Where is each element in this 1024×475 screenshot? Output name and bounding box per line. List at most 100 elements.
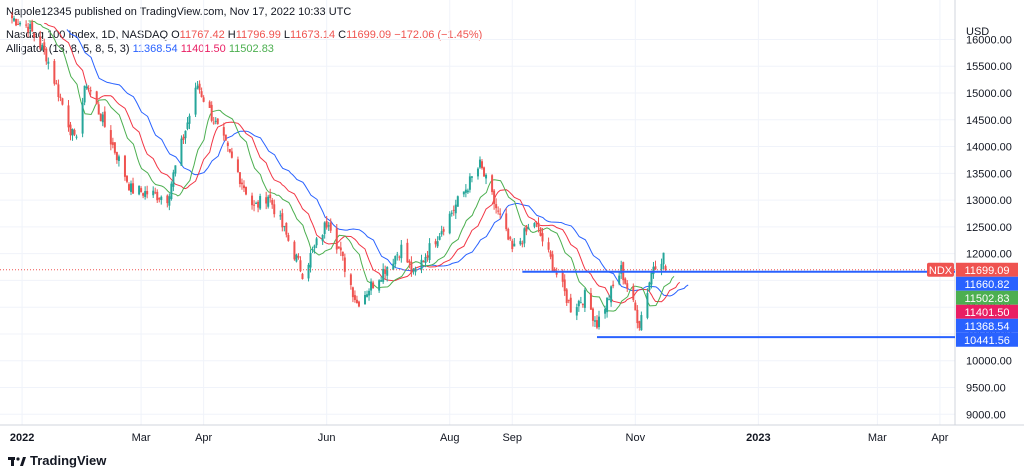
candle-body — [216, 118, 219, 124]
candle-body — [593, 320, 596, 322]
candle — [273, 199, 276, 218]
candle — [311, 246, 314, 254]
candle-body — [341, 251, 344, 257]
candle-body — [509, 237, 512, 239]
candle-body — [111, 142, 114, 145]
candle-body — [55, 83, 58, 85]
close-label: C — [338, 29, 347, 41]
candle-body — [499, 213, 502, 215]
candle — [581, 303, 584, 308]
candle — [55, 79, 58, 85]
candle-body — [384, 269, 387, 274]
candle — [565, 288, 568, 306]
candle — [323, 221, 326, 239]
candle-body — [327, 225, 330, 227]
candle — [428, 238, 431, 263]
candle — [523, 227, 526, 248]
candle — [283, 225, 286, 232]
candle — [624, 277, 627, 285]
candle-body — [563, 279, 566, 292]
candle — [575, 303, 578, 321]
candle — [456, 195, 459, 207]
candle — [31, 19, 34, 32]
candle-body — [422, 261, 425, 263]
candle — [279, 210, 282, 220]
candle-body — [144, 191, 147, 197]
candle-body — [57, 84, 60, 97]
candle — [146, 185, 149, 199]
y-tick-label: 12000.00 — [966, 249, 1012, 261]
candle-body — [410, 261, 413, 273]
candle-body — [39, 36, 42, 49]
low-value: 11673.14 — [290, 29, 336, 41]
candle-body — [595, 320, 598, 328]
candle-body — [521, 243, 524, 245]
candle — [579, 296, 582, 304]
candle — [622, 261, 625, 285]
candle — [466, 188, 469, 194]
price-tag-label: 11660.82 — [964, 279, 1009, 291]
candle-body — [368, 290, 371, 296]
candle — [43, 38, 46, 55]
candle-body — [398, 256, 401, 258]
footer-brand[interactable]: TradingView — [30, 453, 107, 468]
candle-body — [170, 183, 173, 200]
candle-body — [428, 243, 431, 261]
candle — [180, 135, 183, 166]
candle-body — [309, 253, 312, 268]
candle — [450, 210, 453, 217]
candle-body — [99, 113, 102, 121]
candle-body — [478, 159, 481, 168]
candle — [198, 80, 201, 94]
candle-body — [335, 228, 338, 250]
symbol-tag — [927, 262, 954, 277]
candle-body — [495, 204, 498, 209]
candle — [81, 97, 84, 138]
candle — [287, 232, 290, 242]
candle — [640, 311, 643, 331]
candle-body — [323, 222, 326, 234]
candle — [89, 86, 92, 96]
candle-body — [386, 267, 389, 276]
indicator-name[interactable]: Alligator (13, 8, 5, 8, 5, 3) — [6, 43, 130, 55]
candle-body — [466, 190, 469, 193]
candle — [384, 265, 387, 280]
candle-body — [491, 175, 494, 193]
candle-body — [519, 241, 522, 245]
candle — [414, 266, 417, 276]
candle — [426, 250, 429, 262]
candle — [442, 226, 445, 236]
symbol-name[interactable]: Nasdaq 100 Index, 1D, NASDAQ — [6, 29, 169, 41]
candle-body — [349, 274, 352, 285]
candle — [626, 280, 629, 292]
candle-body — [380, 280, 383, 282]
candle — [470, 176, 473, 183]
price-tag-label: 11699.09 — [964, 265, 1009, 277]
candle-body — [577, 300, 580, 307]
candle — [537, 217, 540, 233]
candle-body — [476, 168, 479, 177]
low-label: L — [283, 29, 291, 41]
candle-body — [612, 284, 615, 287]
candle-body — [355, 299, 358, 304]
candle — [285, 222, 288, 238]
candle-body — [255, 202, 258, 204]
x-tick-label: Jun — [318, 432, 336, 444]
candle-body — [378, 280, 381, 291]
candle-body — [59, 96, 62, 98]
candle-body — [462, 191, 465, 195]
candle-body — [664, 266, 667, 270]
candle-body — [555, 272, 558, 275]
candle — [99, 113, 102, 122]
candle-body — [115, 152, 118, 161]
candle-body — [581, 304, 584, 306]
candle — [497, 206, 500, 215]
candle — [113, 142, 116, 155]
candle-body — [279, 215, 282, 217]
candle-body — [329, 222, 332, 231]
candle-body — [89, 90, 92, 92]
candle — [420, 254, 423, 274]
candle-body — [127, 184, 130, 191]
candle-body — [575, 307, 578, 316]
